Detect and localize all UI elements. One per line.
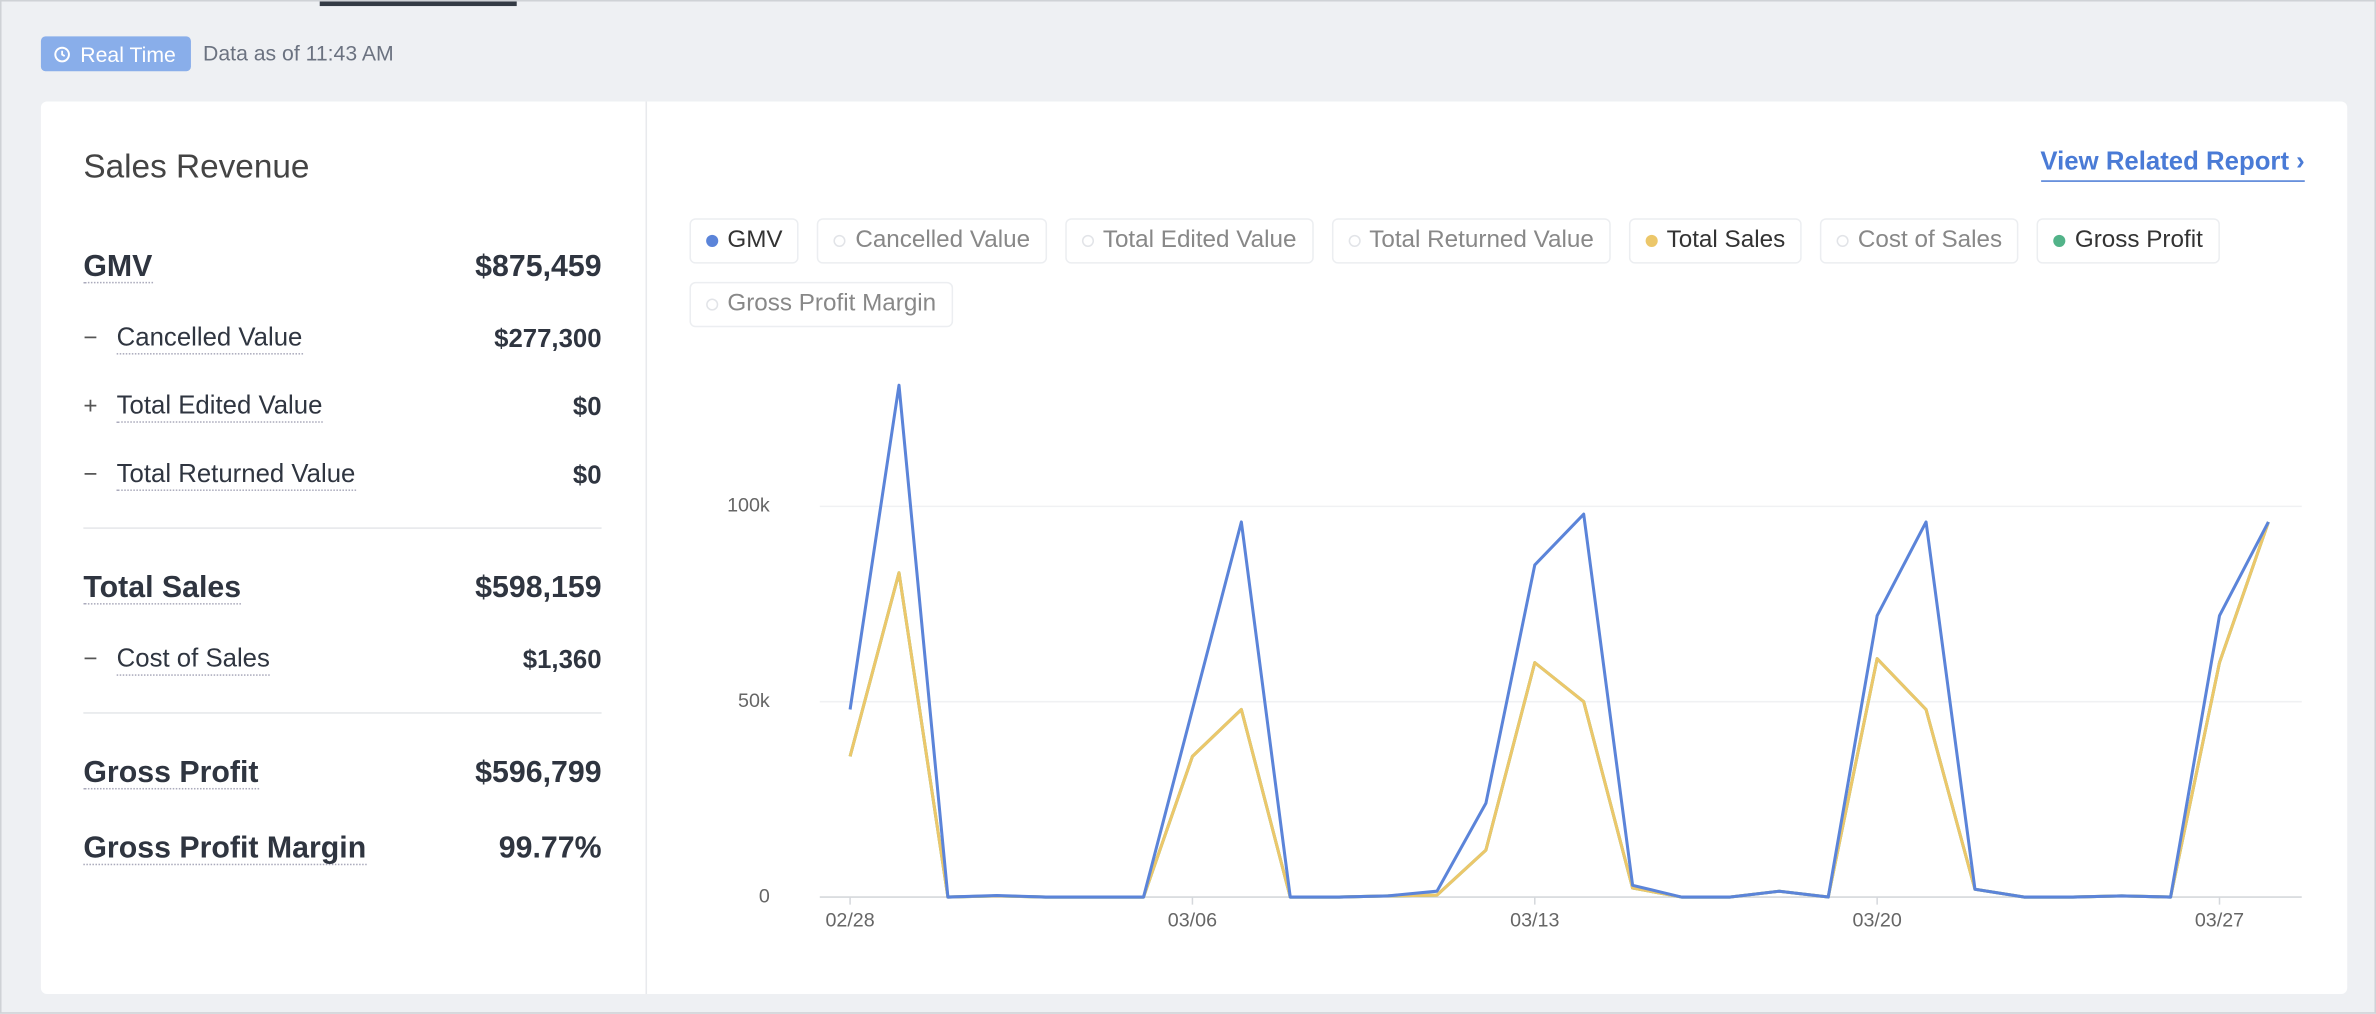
summary-row: Gross Profit Margin 99.77% (83, 811, 602, 887)
legend-item[interactable]: Total Edited Value (1064, 218, 1314, 264)
legend-item[interactable]: Total Returned Value (1331, 218, 1611, 264)
summary-row: − Total Returned Value $0 (83, 441, 602, 509)
sign: − (83, 646, 98, 673)
summary-row: − Cancelled Value $277,300 (83, 305, 602, 373)
metric-value: $0 (572, 391, 602, 421)
metric-label[interactable]: Total Sales (83, 570, 242, 604)
metric-label[interactable]: GMV (83, 249, 153, 283)
status-text: Data as of 11:43 AM (203, 40, 394, 66)
y-tick-label: 0 (759, 885, 770, 907)
summary-panel: Sales Revenue GMV $875,459− Cancelled Valu… (41, 101, 648, 995)
legend-label: Cancelled Value (855, 227, 1031, 254)
legend-label: Total Returned Value (1369, 227, 1594, 254)
chart: 0 50k 100k 02/28 03/06 03/13 03/20 03/27 (727, 383, 2302, 932)
metric-value: $598,159 (475, 570, 602, 604)
card: Sales Revenue GMV $875,459− Cancelled Valu… (40, 101, 2348, 995)
summary-group: GMV $875,459− Cancelled Value $277,300 + Tota… (83, 229, 602, 529)
metric-label[interactable]: Total Returned Value (116, 459, 356, 491)
legend-dot (1081, 234, 1094, 247)
summary-title: Sales Revenue (83, 146, 310, 185)
legend-label: Gross Profit (2074, 227, 2203, 254)
legend-dot (1348, 234, 1361, 247)
active-tab (319, 1, 517, 7)
view-report-link[interactable]: View Related Report › (2040, 147, 2305, 182)
summary-group: Total Sales $598,159 − Cost of Sales $1,360 (83, 550, 602, 714)
legend-dot (2053, 234, 2066, 247)
metric-value: $1,360 (522, 644, 602, 674)
clock-icon (54, 45, 70, 62)
badge-text: Real Time (80, 41, 176, 66)
legend: GMV Cancelled Value Total Edited Value Tota… (689, 218, 2220, 328)
legend-dot (706, 234, 719, 247)
sign: − (83, 325, 98, 351)
legend-item[interactable]: Total Sales (1628, 218, 1802, 264)
summary-row: + Total Edited Value $0 (83, 373, 602, 441)
series-line (848, 521, 2270, 899)
legend-item[interactable]: Gross Profit (2036, 218, 2220, 264)
metric-value: 99.77% (498, 831, 602, 865)
metric-value: $277,300 (494, 323, 602, 353)
sign: + (83, 393, 98, 419)
legend-dot (1836, 234, 1849, 247)
legend-label: Total Edited Value (1102, 227, 1297, 254)
legend-item[interactable]: GMV (689, 218, 800, 264)
summary-row: − Cost of Sales $1,360 (83, 626, 602, 694)
x-tick-label: 03/06 (1168, 910, 1217, 932)
metric-label[interactable]: Gross Profit (83, 755, 259, 789)
legend-item[interactable]: Cancelled Value (817, 218, 1047, 264)
legend-label: Total Sales (1666, 227, 1786, 254)
legend-label: GMV (727, 227, 783, 254)
x-tick-label: 03/27 (2195, 910, 2244, 932)
metric-label[interactable]: Total Edited Value (116, 391, 323, 423)
metric-value: $875,459 (475, 249, 602, 283)
legend-item[interactable]: Cost of Sales (1820, 218, 2019, 264)
legend-label: Cost of Sales (1857, 227, 2003, 254)
metric-value: $0 (572, 459, 602, 489)
summary-row: Total Sales $598,159 (83, 550, 602, 626)
summary-groups: GMV $875,459− Cancelled Value $277,300 + Tota… (83, 229, 602, 926)
series-line (848, 383, 2270, 899)
x-tick-label: 02/28 (825, 910, 874, 932)
summary-group: Gross Profit $596,799 Gross Profit Margin 9… (83, 735, 602, 905)
legend-label: Gross Profit Margin (727, 290, 937, 317)
metric-label[interactable]: Cancelled Value (116, 323, 303, 355)
summary-row: Gross Profit $596,799 (83, 735, 602, 811)
metric-label[interactable]: Gross Profit Margin (83, 831, 367, 865)
y-tick-label: 100k (727, 495, 770, 517)
x-tick-label: 03/13 (1510, 910, 1559, 932)
y-tick-label: 50k (738, 690, 770, 712)
summary-row: GMV $875,459 (83, 229, 602, 305)
legend-dot (706, 298, 719, 311)
realtime-badge[interactable]: Real Time (40, 36, 191, 72)
metric-value: $596,799 (475, 755, 602, 789)
x-tick-label: 03/20 (1853, 910, 1902, 932)
metric-label[interactable]: Cost of Sales (116, 644, 270, 676)
legend-dot (834, 234, 847, 247)
legend-dot (1645, 234, 1658, 247)
series-line (848, 521, 2270, 899)
legend-item[interactable]: Gross Profit Margin (689, 281, 953, 328)
sign: − (83, 461, 98, 488)
